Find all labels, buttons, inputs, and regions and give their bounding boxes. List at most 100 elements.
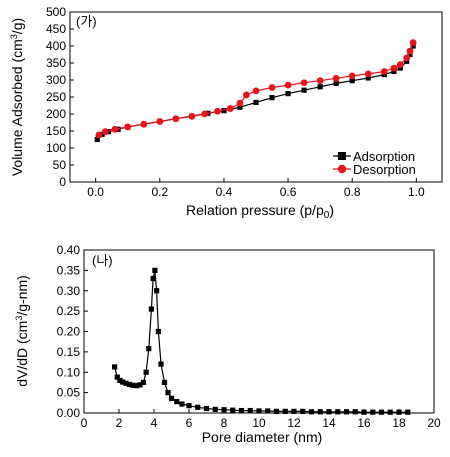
isotherm-point-desorption <box>390 64 398 72</box>
isotherm-point-desorption <box>95 131 103 139</box>
pore-point-distribution <box>247 407 253 414</box>
isotherm-x-tick-label: 0.6 <box>280 185 297 199</box>
pore-point-distribution <box>273 408 280 414</box>
pore-point-distribution <box>174 398 180 405</box>
isotherm-point-desorption <box>403 54 411 62</box>
pore-x-tick-label: 14 <box>322 416 336 430</box>
pore-point-distribution <box>335 409 341 415</box>
pore-point-distribution <box>405 409 411 415</box>
pore-point-distribution <box>158 361 164 367</box>
isotherm-x-tick-label: 1.0 <box>408 185 425 199</box>
pore-point-distribution <box>123 380 129 386</box>
isotherm-point-adsorption <box>404 58 410 64</box>
isotherm-point-adsorption <box>317 84 323 90</box>
isotherm-chart: 0 50 100 150 200 250 300 350 400 450 500 0.0 0.2 0.4… <box>9 5 443 221</box>
pore-point-distribution <box>168 395 175 401</box>
pore-point-distribution <box>155 328 161 335</box>
pore-x-tick-label: 20 <box>427 416 441 430</box>
pore-x-tick-label: 10 <box>252 416 266 430</box>
pore-point-distribution <box>230 407 236 413</box>
pore-y-tick-label: 0.25 <box>57 304 81 318</box>
isotherm-point-adsorption <box>410 43 416 49</box>
isotherm-panel-label: (가) <box>76 14 97 29</box>
pore-y-tick-label: 0.35 <box>57 263 81 277</box>
isotherm-point-desorption <box>316 77 324 85</box>
isotherm-point-adsorption <box>269 95 275 101</box>
pore-point-distribution <box>361 409 367 415</box>
pore-x-axis-title: Pore diameter (nm) <box>202 429 323 445</box>
pore-x-tick-label: 2 <box>116 416 123 430</box>
isotherm-point-adsorption <box>333 80 339 86</box>
legend-label-desorption: Desorption <box>353 162 416 177</box>
isotherm-point-desorption <box>140 120 148 128</box>
isotherm-point-desorption <box>284 81 292 89</box>
pore-point-distribution <box>343 409 350 415</box>
pore-point-distribution <box>152 267 158 273</box>
isotherm-point-desorption <box>201 110 209 118</box>
pore-point-distribution <box>396 409 402 415</box>
isotherm-y-tick-label: 500 <box>46 5 66 19</box>
pore-point-distribution <box>130 382 136 388</box>
isotherm-point-adsorption <box>365 75 371 81</box>
pore-y-tick-label: 0.40 <box>57 243 81 257</box>
isotherm-point-desorption <box>188 112 196 120</box>
isotherm-point-desorption <box>406 47 414 55</box>
isotherm-x-tick-label: 0.0 <box>87 185 104 199</box>
pore-series <box>112 267 411 415</box>
isotherm-x-tick-label: 0.4 <box>216 185 233 199</box>
pore-x-tick-label: 18 <box>392 416 406 430</box>
pore-x-tick-label: 12 <box>287 416 301 430</box>
isotherm-point-desorption <box>242 91 250 99</box>
pore-point-distribution <box>238 407 245 414</box>
pore-point-distribution <box>114 374 120 380</box>
pore-point-distribution <box>300 408 306 414</box>
isotherm-point-adsorption <box>285 91 291 97</box>
pore-point-distribution <box>148 306 154 312</box>
isotherm-point-desorption <box>172 115 180 123</box>
pore-distribution-chart: 0.00 0.05 0.10 0.15 0.20 0.25 0.30 0.35 0.40 0 2 4… <box>14 243 441 445</box>
pore-point-distribution <box>370 409 376 415</box>
pore-point-distribution <box>154 288 160 294</box>
isotherm-point-desorption <box>252 87 260 95</box>
pore-point-distribution <box>378 409 385 415</box>
isotherm-point-adsorption <box>237 104 243 110</box>
pore-y-axis-title: dV/dD (cm3/g-nm) <box>14 275 30 387</box>
pore-x-tick-label: 8 <box>221 416 228 430</box>
isotherm-point-adsorption <box>253 99 259 106</box>
pore-point-distribution <box>186 403 192 409</box>
pore-x-tick-label: 16 <box>357 416 371 430</box>
pore-point-distribution <box>256 408 262 414</box>
pore-y-ticks: 0.00 0.05 0.10 0.15 0.20 0.25 0.30 0.35 0.40 <box>57 243 88 420</box>
isotherm-point-desorption <box>300 79 308 87</box>
isotherm-point-adsorption <box>221 108 227 114</box>
isotherm-point-adsorption <box>94 136 100 143</box>
legend-entry-desorption: Desorption <box>333 162 416 177</box>
isotherm-y-axis-title: Volume Adsorbed (cm3/g) <box>9 18 25 176</box>
legend-label-adsorption: Adsorption <box>353 149 415 164</box>
pore-point-distribution <box>282 408 288 414</box>
pore-point-distribution <box>126 381 133 388</box>
isotherm-point-desorption <box>101 128 109 136</box>
isotherm-y-tick-label: 350 <box>46 56 66 70</box>
pore-panel-label: (나) <box>92 253 113 268</box>
pore-point-distribution <box>308 409 315 415</box>
pore-point-distribution <box>150 275 156 282</box>
pore-point-distribution <box>195 404 201 410</box>
pore-point-distribution <box>133 383 140 389</box>
pore-x-tick-label: 6 <box>186 416 193 430</box>
pore-point-distribution <box>117 377 123 383</box>
pore-point-distribution <box>221 407 227 413</box>
isotherm-y-tick-label: 250 <box>46 90 66 104</box>
pore-point-distribution <box>112 364 118 370</box>
isotherm-point-desorption <box>111 125 119 133</box>
isotherm-y-tick-label: 200 <box>46 107 66 121</box>
pore-x-tick-label: 4 <box>151 416 158 430</box>
isotherm-y-tick-label: 100 <box>46 141 66 155</box>
isotherm-y-tick-label: 300 <box>46 73 66 87</box>
isotherm-point-adsorption <box>391 68 397 75</box>
pore-point-distribution <box>291 408 297 414</box>
isotherm-point-adsorption <box>407 51 413 58</box>
pore-point-distribution <box>140 379 147 386</box>
pore-point-distribution <box>352 409 358 415</box>
